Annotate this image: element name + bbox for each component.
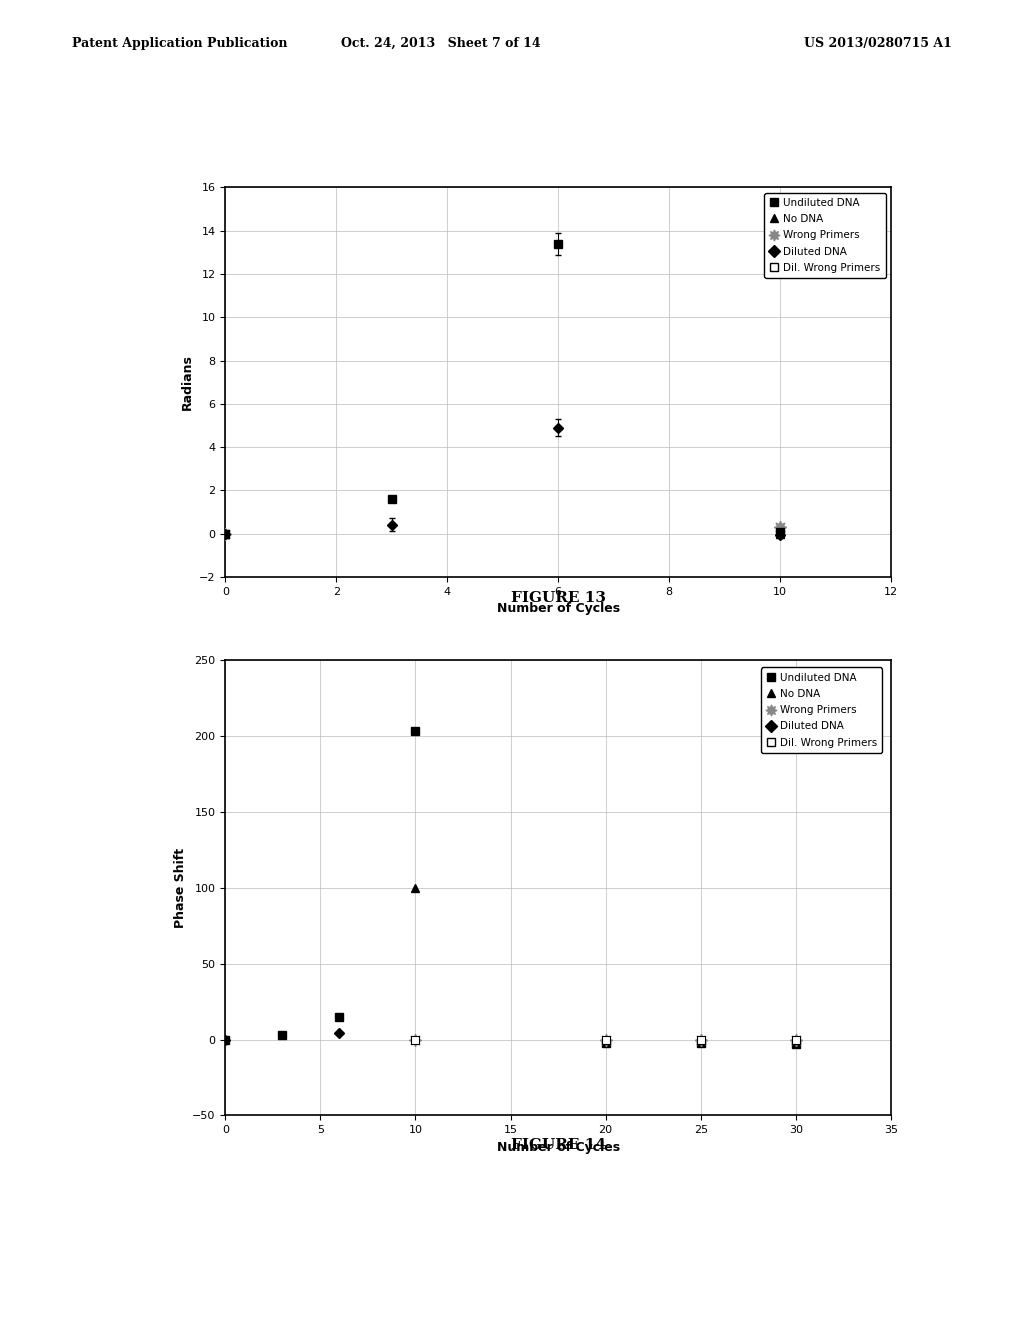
Text: Oct. 24, 2013 Sheet 7 of 14: Oct. 24, 2013 Sheet 7 of 14 [341,37,540,50]
Y-axis label: Phase Shift: Phase Shift [174,847,186,928]
Text: FIGURE 13: FIGURE 13 [511,591,605,606]
X-axis label: Number of Cycles: Number of Cycles [497,602,620,615]
Legend: Undiluted DNA, No DNA, Wrong Primers, Diluted DNA, Dil. Wrong Primers: Undiluted DNA, No DNA, Wrong Primers, Di… [761,668,883,752]
Legend: Undiluted DNA, No DNA, Wrong Primers, Diluted DNA, Dil. Wrong Primers: Undiluted DNA, No DNA, Wrong Primers, Di… [765,193,886,279]
X-axis label: Number of Cycles: Number of Cycles [497,1140,620,1154]
Y-axis label: Radians: Radians [180,354,194,411]
Text: Patent Application Publication: Patent Application Publication [72,37,287,50]
Text: FIGURE 14: FIGURE 14 [511,1138,605,1152]
Text: US 2013/0280715 A1: US 2013/0280715 A1 [805,37,952,50]
